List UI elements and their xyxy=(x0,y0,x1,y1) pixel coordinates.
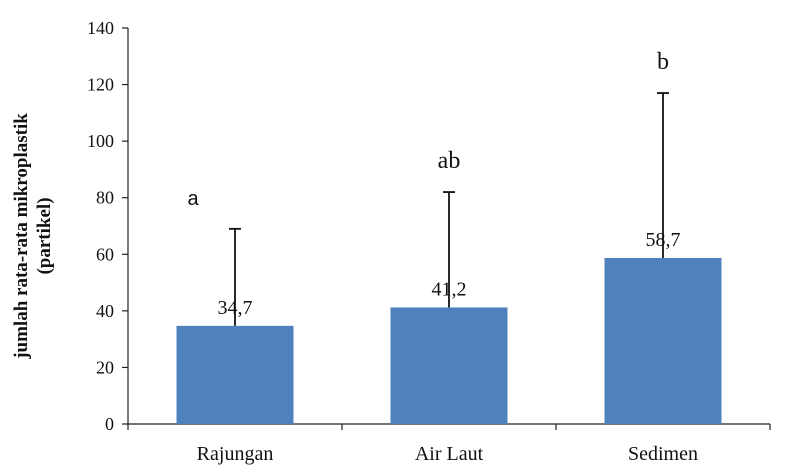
x-tick-label: Sedimen xyxy=(628,443,698,465)
labels-group: 34,7 Rajungan a 41,2 Air Laut ab 58,7 Sedimen b xyxy=(187,49,698,465)
y-tick-label: 120 xyxy=(87,75,114,95)
significance-letter: ab xyxy=(438,148,461,174)
bars-group xyxy=(176,92,722,424)
significance-letter: b xyxy=(657,49,669,75)
bar-sedimen xyxy=(604,257,722,424)
data-label: 58,7 xyxy=(646,229,681,251)
y-axis-label-line-2: (partikel) xyxy=(34,197,55,274)
y-axis-label-line-1: jumlah rata-rata mikroplastik xyxy=(11,113,32,360)
bar-rajungan xyxy=(176,325,294,424)
x-tick-label: Air Laut xyxy=(415,443,484,465)
bar-air-laut xyxy=(390,307,508,424)
y-tick-label: 60 xyxy=(96,244,114,264)
y-tick-label: 20 xyxy=(96,357,114,377)
axes: 0 20 40 60 80 100 120 140 xyxy=(87,18,771,434)
y-tick-label: 140 xyxy=(87,18,114,38)
y-tick-label: 80 xyxy=(96,188,114,208)
y-tick-label: 100 xyxy=(87,131,114,151)
data-label: 41,2 xyxy=(432,278,467,300)
data-label: 34,7 xyxy=(218,297,253,319)
y-axis-label-group: jumlah rata-rata mikroplastik (partikel) xyxy=(11,113,55,360)
x-tick-label: Rajungan xyxy=(197,443,274,465)
significance-letter: a xyxy=(187,188,199,210)
y-tick-label: 40 xyxy=(96,301,114,321)
y-tick-label: 0 xyxy=(105,414,114,434)
